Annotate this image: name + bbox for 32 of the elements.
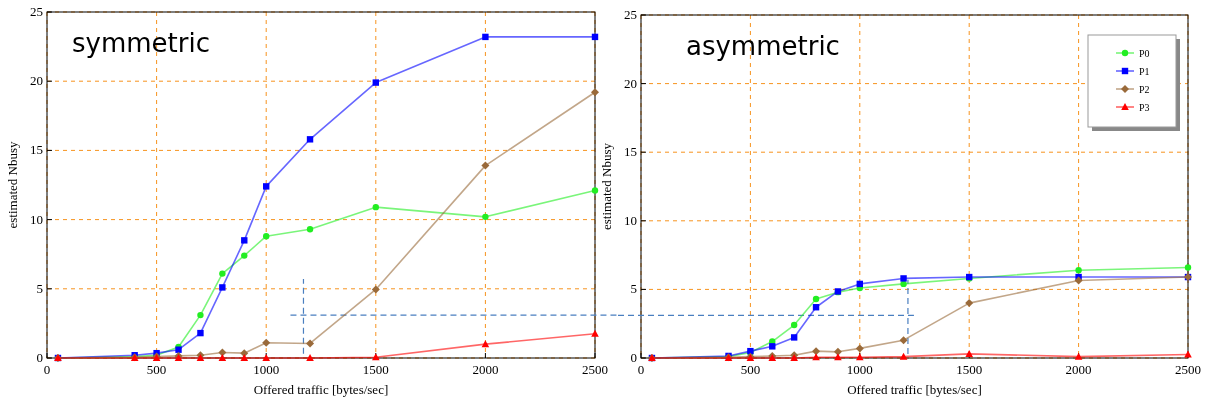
legend-label: P0 — [1139, 48, 1150, 59]
y-axis-title: estimated Nbusy — [599, 142, 614, 231]
y-tick-label: 10 — [624, 212, 637, 228]
x-tick-label: 2000 — [1065, 362, 1092, 377]
y-tick-label: 15 — [30, 142, 43, 158]
x-tick-label: 2500 — [1175, 362, 1201, 377]
x-tick-label: 1000 — [253, 362, 280, 377]
y-tick-label: 0 — [630, 350, 637, 365]
x-tick-label: 2500 — [582, 362, 608, 377]
legend-label: P3 — [1139, 102, 1150, 113]
x-tick-label: 1500 — [362, 362, 389, 377]
x-tick-label: 1500 — [956, 362, 983, 377]
text: symmetric — [72, 28, 210, 58]
y-tick-label: 20 — [624, 75, 637, 91]
x-tick-label: 1000 — [846, 362, 873, 377]
text: asymmetric — [686, 31, 840, 61]
legend-label: P2 — [1139, 84, 1150, 95]
y-tick-label: 10 — [30, 211, 43, 227]
y-tick-label: 20 — [30, 73, 43, 89]
x-tick-label: 500 — [740, 362, 761, 377]
y-tick-label: 25 — [30, 4, 43, 19]
y-tick-label: 15 — [624, 144, 637, 160]
x-axis-title: Offered traffic [bytes/sec] — [253, 382, 389, 397]
x-tick-label: 500 — [146, 362, 167, 377]
x-axis-title: Offered traffic [bytes/sec] — [847, 382, 982, 397]
y-tick-label: 25 — [624, 7, 637, 22]
y-tick-label: 5 — [36, 280, 43, 296]
y-tick-label: 5 — [630, 281, 637, 297]
x-tick-label: 2000 — [472, 362, 499, 377]
y-tick-label: 0 — [36, 350, 43, 365]
y-axis-title: estimated Nbusy — [5, 140, 20, 229]
legend-label: P1 — [1139, 66, 1150, 77]
